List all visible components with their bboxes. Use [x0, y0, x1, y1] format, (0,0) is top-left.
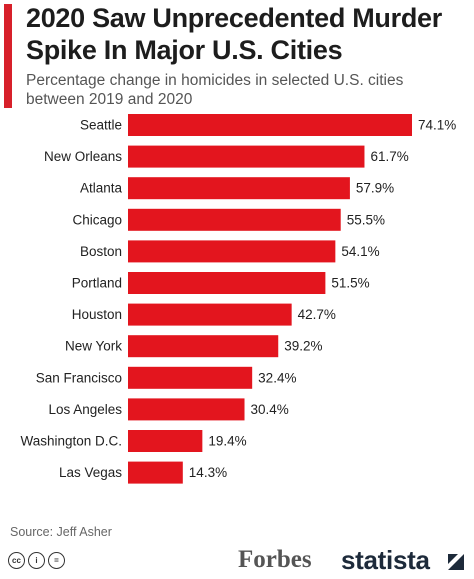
bar[interactable] — [128, 398, 245, 421]
bar-chart: Seattle 74.1% New Orleans 61.7% Atlanta 57.9%… — [20, 114, 456, 484]
value-label: 61.7% — [370, 149, 408, 164]
title-accent-bar — [4, 4, 12, 108]
bar[interactable] — [128, 366, 253, 389]
bar[interactable] — [128, 145, 365, 168]
category-label: Seattle — [80, 118, 122, 133]
category-label: Las Vegas — [59, 465, 122, 480]
bar[interactable] — [128, 208, 341, 231]
category-label: Washington D.C. — [20, 434, 122, 449]
bar[interactable] — [128, 177, 350, 200]
value-label: 30.4% — [251, 402, 289, 417]
value-label: 42.7% — [298, 307, 336, 322]
value-label: 74.1% — [418, 118, 456, 133]
no-derivatives-icon[interactable]: = — [48, 552, 65, 569]
bar[interactable] — [128, 240, 336, 263]
bar[interactable] — [128, 335, 279, 358]
forbes-logo[interactable]: Forbes — [238, 546, 312, 573]
category-label: Los Angeles — [48, 402, 122, 417]
value-label: 19.4% — [208, 434, 246, 449]
value-label: 39.2% — [284, 339, 322, 354]
bar[interactable] — [128, 461, 183, 484]
value-label: 54.1% — [341, 244, 379, 259]
attribution-icon[interactable]: i — [28, 552, 45, 569]
category-label: Atlanta — [80, 181, 123, 196]
creative-commons-icon[interactable]: cc — [8, 552, 25, 569]
bar[interactable] — [128, 430, 203, 452]
source-note: Source: Jeff Asher — [10, 525, 112, 539]
value-label: 14.3% — [189, 465, 227, 480]
statista-logo[interactable]: statista — [341, 545, 430, 575]
chart-subtitle: Percentage change in homicides in select… — [26, 72, 404, 108]
value-label: 32.4% — [258, 370, 296, 385]
category-label: Portland — [72, 276, 122, 291]
category-label: New York — [65, 339, 122, 354]
value-label: 55.5% — [347, 212, 385, 227]
category-label: Boston — [80, 244, 122, 259]
value-label: 57.9% — [356, 181, 394, 196]
value-label: 51.5% — [331, 276, 369, 291]
bar[interactable] — [128, 272, 326, 294]
chart-title: 2020 Saw Unprecedented Murder Spike In M… — [26, 3, 442, 65]
bar[interactable] — [128, 303, 292, 326]
license-icons: cc i = — [8, 552, 65, 569]
category-label: Chicago — [72, 212, 122, 227]
category-label: Houston — [72, 307, 122, 322]
bar[interactable] — [128, 114, 412, 136]
category-label: San Francisco — [36, 370, 122, 385]
category-label: New Orleans — [44, 149, 122, 164]
statista-logo-mark-icon — [448, 554, 464, 570]
